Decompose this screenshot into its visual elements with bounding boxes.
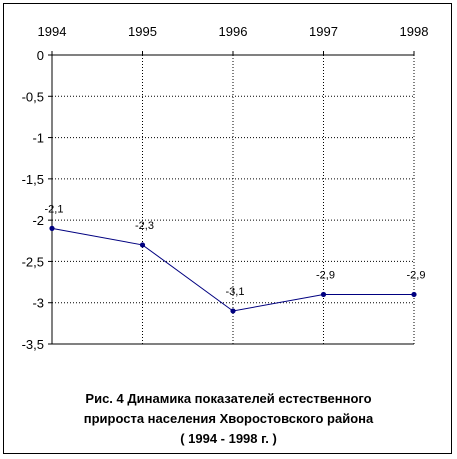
x-tick-label: 1997: [309, 24, 338, 39]
data-point: [49, 225, 55, 231]
y-tick-label: -2,5: [22, 254, 44, 269]
data-point: [230, 308, 236, 314]
chart-caption: Рис. 4 Динамика показателей естественног…: [0, 389, 457, 449]
data-label: -2,9: [316, 269, 335, 281]
series-line: [49, 225, 417, 314]
chart-frame: [3, 3, 452, 454]
caption-line-3: ( 1994 - 1998 г. ): [180, 431, 277, 446]
data-label: -2,3: [135, 220, 154, 232]
y-tick-label: -3: [32, 296, 44, 311]
y-tick-label: -1,5: [22, 172, 44, 187]
data-label: -2,1: [45, 203, 64, 215]
data-labels: -2,1 -2,3 -3,1 -2,9 -2,9: [45, 203, 426, 298]
y-tick-label: 0: [37, 48, 44, 63]
grid-lines: [52, 55, 415, 344]
x-tick-labels: 1994 1995 1996 1997 1998: [38, 24, 429, 39]
x-tick-label: 1995: [128, 24, 157, 39]
caption-line-1: Рис. 4 Динамика показателей естественног…: [85, 391, 372, 406]
y-tick-labels: 0 -0,5 -1 -1,5 -2 -2,5 -3 -3,5: [22, 48, 44, 352]
data-label: -2,9: [407, 269, 426, 281]
axes: [48, 51, 415, 345]
y-tick-label: -2: [32, 213, 44, 228]
caption-line-2: прироста населения Хворостовского района: [83, 411, 374, 426]
x-tick-label: 1996: [219, 24, 248, 39]
y-tick-label: -3,5: [22, 337, 44, 352]
data-label: -3,1: [226, 286, 245, 298]
data-point: [320, 291, 327, 298]
y-tick-label: -1: [32, 131, 44, 146]
x-tick-label: 1998: [400, 24, 429, 39]
data-point: [411, 291, 417, 298]
data-point: [139, 242, 146, 248]
y-tick-label: -0,5: [22, 89, 44, 104]
x-tick-label: 1994: [38, 24, 67, 39]
